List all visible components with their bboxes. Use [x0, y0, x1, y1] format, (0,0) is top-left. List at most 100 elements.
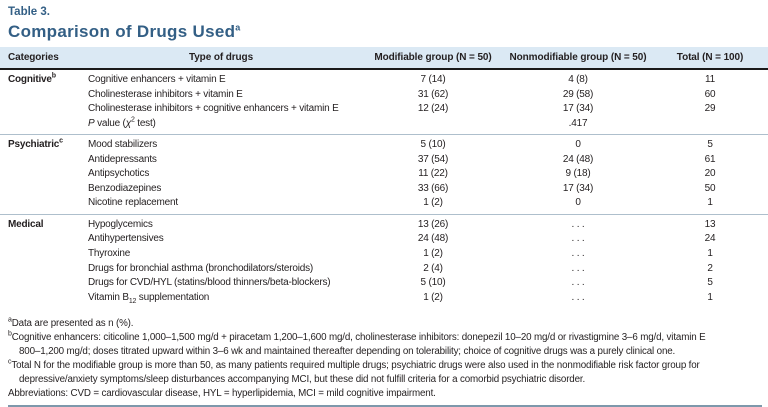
- drug-name-cell: Mood stabilizers: [80, 134, 362, 153]
- page-title: Comparison of Drugs Useda: [0, 22, 768, 41]
- category-cell: [0, 153, 80, 168]
- table-row: Vitamin B12 supplementation 1 (2) . . . 1: [0, 291, 768, 309]
- table-row: Medical Hypoglycemics 13 (26). . . 13: [0, 213, 768, 233]
- total-value-cell: 1: [707, 197, 713, 209]
- modifiable-value-cell: 1 (2): [423, 197, 443, 209]
- nonmodifiable-value-cell: 0: [504, 134, 652, 153]
- table-row: Antihypertensives 24 (48) . . . 24: [0, 232, 768, 247]
- table-header: Categories Type of drugs Modifiable grou…: [0, 47, 768, 70]
- table-row: Antidepressants 37 (54) 24 (48) 61: [0, 153, 768, 168]
- drug-name-cell: Hypoglycemics: [80, 213, 362, 233]
- nonmodifiable-value-cell: 9 (18): [565, 168, 591, 180]
- modifiable-value-cell: 33 (66): [417, 182, 449, 194]
- category-cell: Cognitiveb: [0, 69, 80, 88]
- table-row: Drugs for CVD/HYL (statins/blood thinner…: [0, 276, 768, 291]
- category-cell: [0, 247, 80, 262]
- footnote-marker: b: [8, 330, 12, 338]
- drug-name-cell: P value (χ2 test): [88, 116, 156, 129]
- drug-name-cell: Cholinesterase inhibitors + cognitive en…: [88, 103, 339, 115]
- footnote: cTotal N for the modifiable group is mor…: [8, 359, 762, 387]
- table-row: Psychiatricc Mood stabilizers 5 (10) 0 5: [0, 134, 768, 153]
- modifiable-value-cell: 37 (54): [417, 153, 449, 165]
- drug-name-cell: Benzodiazepines: [88, 182, 162, 194]
- category-superscript: b: [51, 72, 56, 80]
- category-label: Cognitive: [8, 74, 52, 85]
- category-cell: [0, 276, 80, 291]
- header-row: Categories Type of drugs Modifiable grou…: [0, 47, 768, 70]
- footnote-line: cTotal N for the modifiable group is mor…: [8, 358, 700, 371]
- table-row: Antipsychotics 11 (22) 9 (18) 20: [0, 167, 768, 182]
- drug-name-cell: Cholinesterase inhibitors + vitamin E: [88, 88, 243, 100]
- category-cell: [0, 291, 80, 309]
- footnotes: aData are presented as n (%). bCognitive …: [0, 317, 768, 400]
- modifiable-value-cell: 2 (4): [423, 262, 443, 274]
- table-row: P value (χ2 test) .417: [0, 116, 768, 135]
- footnote: aData are presented as n (%).: [8, 317, 762, 331]
- nonmodifiable-value-cell: 17 (34): [562, 103, 594, 115]
- footnote: Abbreviations: CVD = cardiovascular dise…: [8, 387, 762, 401]
- nonmodifiable-value-cell: 24 (48): [562, 153, 594, 165]
- column-header-total: Total (N = 100): [652, 47, 768, 70]
- total-value-cell: 2: [707, 262, 713, 274]
- drug-name-cell: Vitamin B12 supplementation: [88, 291, 210, 305]
- total-value-cell: 50: [704, 182, 716, 194]
- nonmodifiable-value-cell: 29 (58): [562, 88, 594, 100]
- category-cell: [0, 262, 80, 277]
- category-cell: [0, 88, 80, 103]
- nonmodifiable-value-cell: .417: [568, 117, 588, 129]
- category-cell: [0, 167, 80, 182]
- category-cell: [0, 117, 80, 135]
- total-value-cell: 61: [704, 153, 716, 165]
- modifiable-value-cell: 31 (62): [417, 88, 449, 100]
- category-label: Psychiatric: [8, 139, 60, 151]
- total-value-cell: 29: [704, 103, 716, 115]
- table-row: Drugs for bronchial asthma (bronchodilat…: [0, 262, 768, 277]
- nonmodifiable-value-cell: . . .: [504, 213, 652, 233]
- page-title-superscript: a: [235, 22, 241, 33]
- footnote-line: bCognitive enhancers: citicoline 1,000–1…: [8, 330, 706, 344]
- category-cell: [0, 102, 80, 117]
- table-row: Cognitiveb Cognitive enhancers + vitamin …: [0, 69, 768, 88]
- drug-name-cell: Drugs for bronchial asthma (bronchodilat…: [88, 262, 314, 274]
- nonmodifiable-value-cell: . . .: [571, 262, 585, 274]
- footnote-line: aData are presented as n (%).: [8, 316, 134, 330]
- modifiable-value-cell: 1 (2): [423, 291, 443, 303]
- modifiable-value-cell: 5 (10): [420, 277, 446, 289]
- category-superscript: c: [59, 137, 63, 145]
- total-value-cell: [652, 117, 768, 135]
- table-body: Cognitiveb Cognitive enhancers + vitamin …: [0, 69, 768, 308]
- page-title-text: Comparison of Drugs Used: [8, 22, 236, 41]
- table-bottom-rule: [8, 404, 762, 407]
- drug-name-cell: Thyroxine: [88, 248, 131, 260]
- table-row: Benzodiazepines 33 (66) 17 (34) 50: [0, 182, 768, 197]
- modifiable-value-cell: [362, 117, 504, 135]
- drug-name-cell: Nicotine replacement: [88, 197, 178, 209]
- category-cell: [0, 232, 80, 247]
- column-header-categories: Categories: [0, 47, 80, 70]
- category-cell: [0, 182, 80, 197]
- modifiable-value-cell: 11 (22): [418, 168, 448, 180]
- table-row: Cholinesterase inhibitors + cognitive en…: [0, 102, 768, 117]
- nonmodifiable-value-cell: 4 (8): [568, 74, 588, 85]
- total-value-cell: 5: [707, 277, 713, 289]
- category-label: Medical: [8, 218, 44, 230]
- total-value-cell: 60: [704, 88, 716, 100]
- total-value-cell: 5: [652, 134, 768, 153]
- total-value-cell: 1: [707, 248, 713, 260]
- drug-name-cell: Antipsychotics: [88, 168, 150, 180]
- modifiable-value-cell: 12 (24): [417, 103, 449, 115]
- footnote-marker: c: [8, 358, 12, 366]
- footnote-continuation-line: 800–1,200 mg/d; doses titrated upward wi…: [19, 346, 676, 358]
- nonmodifiable-value-cell: . . .: [571, 291, 585, 303]
- table-row: Nicotine replacement 1 (2) 0 1: [0, 196, 768, 214]
- modifiable-value-cell: 5 (10): [362, 134, 504, 153]
- total-value-cell: 1: [707, 291, 713, 303]
- total-value-cell: 13: [652, 213, 768, 233]
- total-value-cell: 11: [705, 74, 715, 85]
- nonmodifiable-value-cell: 0: [575, 197, 581, 209]
- drug-name-cell: Drugs for CVD/HYL (statins/blood thinner…: [88, 277, 331, 289]
- footnote-marker: a: [8, 316, 12, 324]
- modifiable-value-cell: 1 (2): [423, 248, 443, 260]
- total-value-cell: 20: [704, 168, 716, 180]
